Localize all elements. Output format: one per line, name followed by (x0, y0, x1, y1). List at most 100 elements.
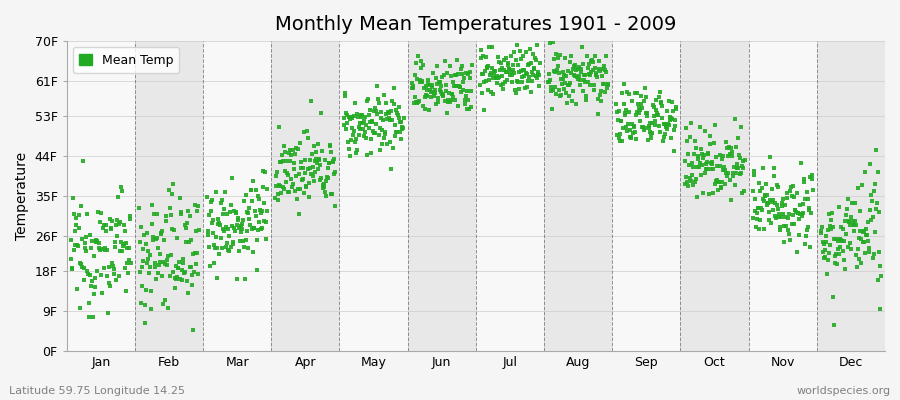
Point (255, 224, 269, 231)
Point (514, 56, 528, 63)
Point (831, 246, 845, 252)
Point (68, 242, 82, 248)
Point (255, 208, 269, 214)
Point (284, 176, 299, 182)
Point (181, 208, 195, 214)
Point (566, 63, 580, 69)
Point (86, 238, 100, 245)
Point (860, 219, 875, 225)
Point (214, 235, 229, 241)
Point (432, 86, 446, 93)
Point (348, 150, 363, 156)
Point (679, 125, 693, 132)
Point (492, 67, 507, 74)
Point (840, 212, 854, 218)
Point (214, 197, 229, 204)
Point (215, 245, 230, 251)
Point (663, 117, 678, 123)
Point (462, 106, 476, 112)
Point (857, 239, 871, 245)
Point (529, 73, 544, 79)
Point (565, 88, 580, 95)
Point (161, 305, 176, 311)
Point (680, 179, 695, 186)
Point (295, 177, 310, 183)
Point (358, 114, 373, 121)
Point (587, 82, 601, 88)
Point (111, 216, 125, 223)
Point (346, 113, 361, 119)
Point (681, 182, 696, 189)
Bar (749, 41, 817, 351)
Point (690, 155, 705, 162)
Point (695, 151, 709, 158)
Point (147, 211, 161, 218)
Point (749, 224, 763, 230)
Point (307, 142, 321, 149)
Point (584, 58, 598, 64)
Point (752, 180, 766, 187)
Point (408, 72, 422, 78)
Point (242, 205, 256, 211)
Point (296, 165, 310, 172)
Point (762, 196, 777, 203)
Point (573, 76, 588, 83)
Point (858, 250, 872, 256)
Point (501, 62, 516, 68)
Point (634, 93, 648, 99)
Point (551, 63, 565, 69)
Point (569, 100, 583, 107)
Point (245, 198, 259, 204)
Point (643, 120, 657, 126)
Point (166, 269, 181, 276)
Point (323, 142, 338, 148)
Point (838, 266, 852, 272)
Point (612, 108, 626, 114)
Point (422, 107, 436, 113)
Point (314, 175, 328, 182)
Point (544, 39, 558, 46)
Point (454, 89, 468, 96)
Point (702, 191, 716, 198)
Point (561, 68, 575, 74)
Point (527, 54, 542, 61)
Point (382, 115, 396, 121)
Point (795, 213, 809, 219)
Point (544, 106, 559, 112)
Point (225, 174, 239, 181)
Point (200, 194, 214, 200)
Point (169, 274, 184, 280)
Point (719, 173, 733, 179)
Point (104, 217, 119, 224)
Point (354, 114, 368, 120)
Point (284, 184, 299, 190)
Point (591, 96, 606, 102)
Point (441, 98, 455, 105)
Point (616, 81, 631, 88)
Point (558, 55, 572, 61)
Point (567, 71, 581, 78)
Point (698, 170, 712, 177)
Point (419, 92, 434, 98)
Point (135, 283, 149, 290)
Point (242, 216, 256, 222)
Point (271, 191, 285, 197)
Point (597, 62, 611, 69)
Point (178, 239, 193, 246)
Point (237, 198, 251, 204)
Point (149, 210, 164, 217)
Point (235, 226, 249, 232)
Point (506, 66, 520, 73)
Point (873, 306, 887, 312)
Point (709, 162, 724, 169)
Point (344, 136, 358, 143)
Point (151, 244, 166, 251)
Point (353, 126, 367, 132)
Point (583, 82, 598, 89)
Point (842, 218, 857, 224)
Point (669, 104, 683, 110)
Point (223, 243, 238, 250)
Point (382, 110, 396, 116)
Point (871, 168, 886, 175)
Point (182, 239, 196, 246)
